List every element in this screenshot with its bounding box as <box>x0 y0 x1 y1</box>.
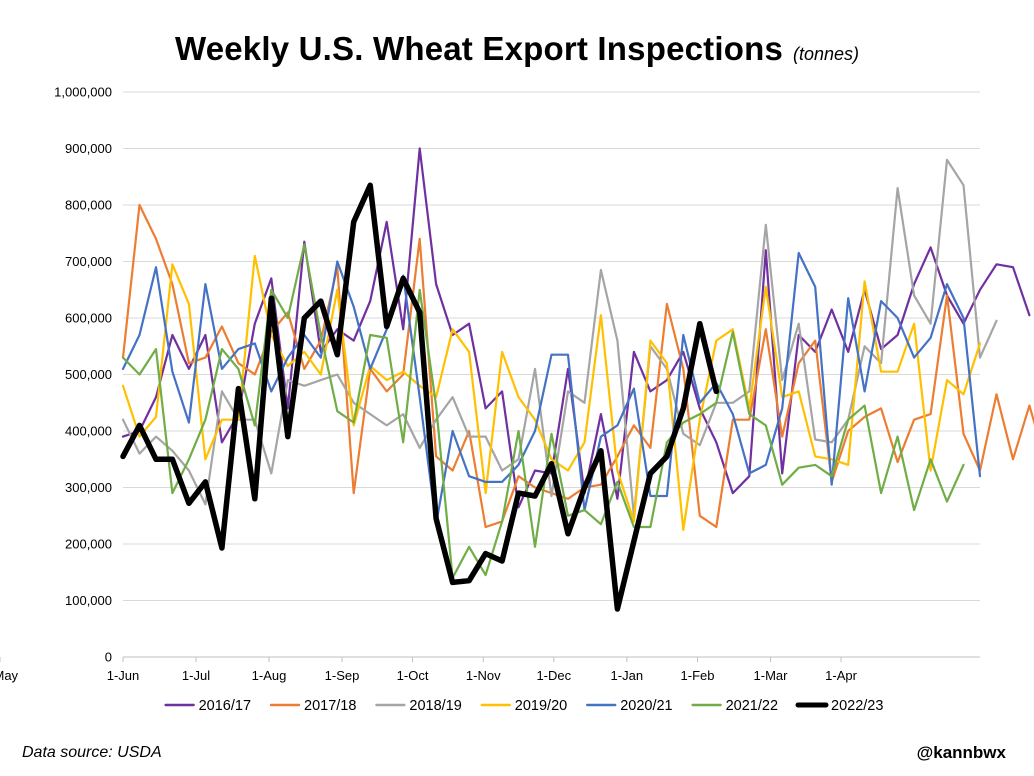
legend-item-2020-21: 2020/21 <box>586 698 673 714</box>
legend-label: 2020/21 <box>620 698 672 714</box>
y-tick-label: 0 <box>105 650 112 665</box>
x-tick-label: 1-May <box>0 668 19 683</box>
y-tick-label: 500,000 <box>65 367 112 382</box>
x-tick-label: 1-Aug <box>252 668 287 683</box>
legend-label: 2016/17 <box>199 698 251 714</box>
y-tick-label: 300,000 <box>65 480 112 495</box>
x-tick-label: 1-Dec <box>536 668 571 683</box>
series-line-2022-23 <box>120 182 720 612</box>
chart-title: Weekly U.S. Wheat Export Inspections <box>174 30 784 67</box>
chart-unit-label: (tonnes) <box>793 44 860 64</box>
y-tick-label: 700,000 <box>65 254 112 269</box>
x-tick-label: 1-Sep <box>325 668 360 683</box>
legend-item-2018-19: 2018/19 <box>375 698 462 714</box>
author-handle: @kannbwx <box>916 743 1006 762</box>
title-block: Weekly U.S. Wheat Export Inspections (ton… <box>0 30 1034 68</box>
x-tick-label: 1-Apr <box>825 668 857 683</box>
legend-item-2019-20: 2019/20 <box>480 698 567 714</box>
legend-item-2021-22: 2021/22 <box>691 698 778 714</box>
data-source-note: Data source: USDA <box>22 744 162 761</box>
y-tick-label: 800,000 <box>65 198 112 213</box>
x-tick-label: 1-Jul <box>182 668 210 683</box>
legend-label: 2018/19 <box>409 698 461 714</box>
x-tick-label: 1-Oct <box>397 668 429 683</box>
y-tick-label: 900,000 <box>65 141 112 156</box>
x-tick-label: 1-Mar <box>754 668 789 683</box>
series-line-2017-18 <box>121 203 1034 529</box>
y-tick-label: 400,000 <box>65 424 112 439</box>
x-tick-label: 1-Jun <box>107 668 140 683</box>
legend-label: 2017/18 <box>304 698 356 714</box>
y-tick-label: 1,000,000 <box>54 85 112 100</box>
legend-item-2017-18: 2017/18 <box>269 698 356 714</box>
legend-item-2022-23: 2022/23 <box>795 698 883 714</box>
y-tick-label: 200,000 <box>65 537 112 552</box>
series-line-2021-22 <box>121 243 965 580</box>
series-line-2018-19 <box>121 158 998 517</box>
x-tick-label: 1-Feb <box>681 668 715 683</box>
legend-item-2016-17: 2016/17 <box>164 698 251 714</box>
x-tick-label: 1-Jan <box>611 668 644 683</box>
legend-label: 2021/22 <box>726 698 778 714</box>
y-tick-label: 100,000 <box>65 593 112 608</box>
legend-label: 2022/23 <box>831 698 883 714</box>
y-tick-label: 600,000 <box>65 311 112 326</box>
x-tick-label: 1-Nov <box>466 668 501 683</box>
legend-label: 2019/20 <box>515 698 567 714</box>
